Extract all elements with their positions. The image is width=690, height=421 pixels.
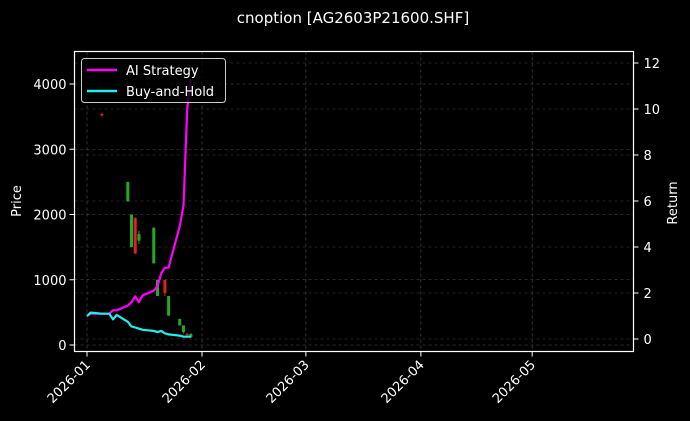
legend-label-ai-strategy: AI Strategy <box>126 64 199 79</box>
candle <box>133 217 137 254</box>
x-tick-label: 2026-01 <box>45 358 94 407</box>
y2-tick-label: 12 <box>644 57 661 72</box>
candle <box>178 318 182 326</box>
y-tick-label: 2000 <box>33 209 66 224</box>
legend-label-buy-and-hold: Buy-and-Hold <box>126 85 214 100</box>
y2-tick-label: 0 <box>644 333 652 348</box>
candle <box>126 181 130 202</box>
y2-tick-label: 10 <box>644 103 661 118</box>
right-axis: 0 2 4 6 8 10 12 <box>633 57 661 348</box>
candle <box>130 214 134 248</box>
y-tick-label: 3000 <box>33 143 66 158</box>
candle <box>167 296 171 316</box>
legend: AI Strategy Buy-and-Hold <box>81 58 226 103</box>
y-axis-label: Price <box>10 185 25 217</box>
y2-axis-label: Return <box>666 181 681 224</box>
x-tick-label: 2026-03 <box>264 358 313 407</box>
y2-tick-label: 2 <box>644 287 652 302</box>
left-axis: 0 1000 2000 3000 4000 <box>33 78 75 354</box>
y2-tick-label: 4 <box>644 241 652 256</box>
candle <box>137 234 141 241</box>
y2-tick-label: 8 <box>644 149 652 164</box>
y-tick-label: 1000 <box>33 274 66 289</box>
x-tick-label: 2026-04 <box>379 358 428 407</box>
return-lines <box>86 78 192 338</box>
candle <box>152 227 156 264</box>
candle <box>181 325 185 332</box>
candle <box>100 114 104 116</box>
candlesticks <box>100 112 193 338</box>
x-axis: 2026-01 2026-02 2026-03 2026-04 2026-05 <box>45 351 539 407</box>
chart-title: cnoption [AG2603P21600.SHF] <box>237 9 469 27</box>
x-tick-label: 2026-02 <box>160 358 209 407</box>
y-tick-label: 0 <box>58 339 66 354</box>
candle <box>163 279 167 293</box>
candle <box>155 279 159 297</box>
candle <box>189 333 193 338</box>
y2-tick-label: 6 <box>644 195 652 210</box>
candle <box>185 333 189 336</box>
line-buy-and-hold <box>86 311 191 338</box>
x-tick-label: 2026-05 <box>490 358 539 407</box>
y-tick-label: 4000 <box>33 78 66 93</box>
